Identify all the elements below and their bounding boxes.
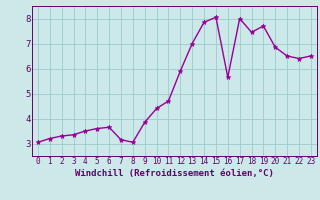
X-axis label: Windchill (Refroidissement éolien,°C): Windchill (Refroidissement éolien,°C) xyxy=(75,169,274,178)
